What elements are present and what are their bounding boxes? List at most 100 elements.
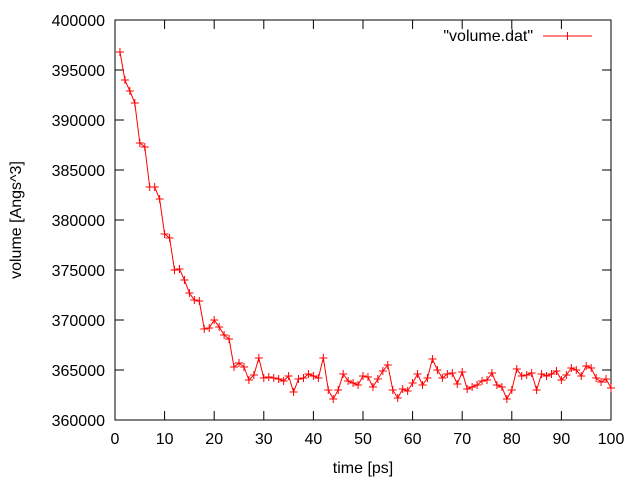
- data-point: [567, 364, 576, 372]
- data-point: [562, 371, 571, 379]
- data-point: [339, 370, 348, 378]
- data-point: [244, 376, 253, 384]
- plot-frame: [114, 19, 612, 421]
- data-point: [487, 369, 496, 377]
- data-point: [200, 325, 209, 333]
- data-point: [349, 379, 358, 387]
- data-point: [150, 183, 159, 191]
- data-point: [587, 364, 596, 372]
- data-point: [418, 381, 427, 389]
- data-point: [215, 323, 224, 331]
- data-point: [492, 381, 501, 389]
- data-point: [249, 371, 258, 379]
- data-point: [309, 372, 318, 380]
- data-point: [582, 362, 591, 370]
- data-point: [413, 370, 422, 378]
- data-point: [135, 139, 144, 147]
- data-point: [423, 374, 432, 382]
- y-tick-label: 360000: [52, 413, 105, 430]
- data-point: [120, 76, 129, 84]
- y-tick-label: 370000: [52, 313, 105, 330]
- data-point: [478, 377, 487, 385]
- data-point: [547, 370, 556, 378]
- data-point: [160, 230, 169, 238]
- data-point: [254, 354, 263, 362]
- data-point: [542, 372, 551, 380]
- data-point: [185, 289, 194, 297]
- data-point: [264, 373, 273, 381]
- data-point: [279, 377, 288, 385]
- data-point: [512, 365, 521, 373]
- data-point: [383, 361, 392, 369]
- data-point: [403, 387, 412, 395]
- data-point: [532, 386, 541, 394]
- y-axis-label: volume [Angs^3]: [8, 161, 25, 279]
- legend: "volume.dat": [443, 28, 592, 45]
- series-layer: [115, 48, 615, 403]
- data-point: [155, 195, 164, 203]
- data-point: [552, 367, 561, 375]
- data-point: [438, 374, 447, 382]
- data-point: [195, 297, 204, 305]
- data-point: [269, 374, 278, 382]
- legend-label: "volume.dat": [443, 28, 533, 45]
- x-tick-label: 0: [111, 431, 120, 448]
- data-point: [115, 48, 124, 56]
- data-point: [388, 386, 397, 394]
- x-tick-label: 10: [156, 431, 174, 448]
- x-tick-label: 30: [255, 431, 273, 448]
- data-point: [220, 331, 229, 339]
- y-tick-label: 385000: [52, 163, 105, 180]
- data-point: [165, 234, 174, 242]
- data-point: [294, 375, 303, 383]
- data-point: [602, 375, 611, 383]
- data-point: [125, 87, 134, 95]
- data-point: [483, 376, 491, 384]
- data-point: [463, 385, 472, 393]
- x-tick-label: 70: [453, 431, 471, 448]
- y-tick-label: 365000: [52, 363, 105, 380]
- data-point: [398, 385, 407, 393]
- data-point: [368, 383, 377, 391]
- data-point: [344, 377, 353, 385]
- data-point: [592, 374, 601, 382]
- data-point: [497, 383, 506, 391]
- x-axis-ticks: 0 10 20 30 40 50 60 70 80 90 100: [111, 20, 624, 448]
- data-point: [527, 369, 536, 377]
- data-point: [433, 366, 442, 374]
- data-point: [502, 395, 511, 403]
- data-point: [334, 386, 343, 394]
- data-point: [225, 335, 234, 343]
- data-point: [314, 374, 323, 382]
- data-point: [458, 368, 467, 376]
- x-tick-label: 90: [553, 431, 571, 448]
- data-point: [130, 99, 139, 107]
- data-point: [259, 374, 268, 382]
- y-tick-label: 395000: [52, 63, 105, 80]
- data-point: [230, 363, 239, 371]
- data-point: [517, 372, 526, 380]
- data-point: [354, 381, 363, 389]
- y-tick-label: 390000: [52, 113, 105, 130]
- x-axis-label: time [ps]: [333, 460, 393, 477]
- data-point: [597, 378, 606, 386]
- data-point: [239, 363, 248, 371]
- data-point: [522, 371, 531, 379]
- y-tick-label: 375000: [52, 263, 105, 280]
- data-point: [329, 395, 338, 403]
- data-point: [572, 366, 581, 374]
- legend-marker: [563, 32, 572, 40]
- y-axis-ticks: 360000 365000 370000 375000 380000 385000 3900…: [52, 13, 611, 430]
- data-point: [324, 386, 333, 394]
- data-point: [359, 372, 367, 380]
- data-point: [607, 384, 615, 392]
- data-point: [304, 370, 313, 378]
- data-point: [170, 266, 179, 274]
- data-point: [274, 375, 283, 383]
- series-line: [119, 51, 612, 401]
- data-point: [577, 372, 586, 380]
- data-point: [378, 367, 387, 375]
- data-point: [443, 370, 452, 378]
- data-point: [453, 380, 462, 388]
